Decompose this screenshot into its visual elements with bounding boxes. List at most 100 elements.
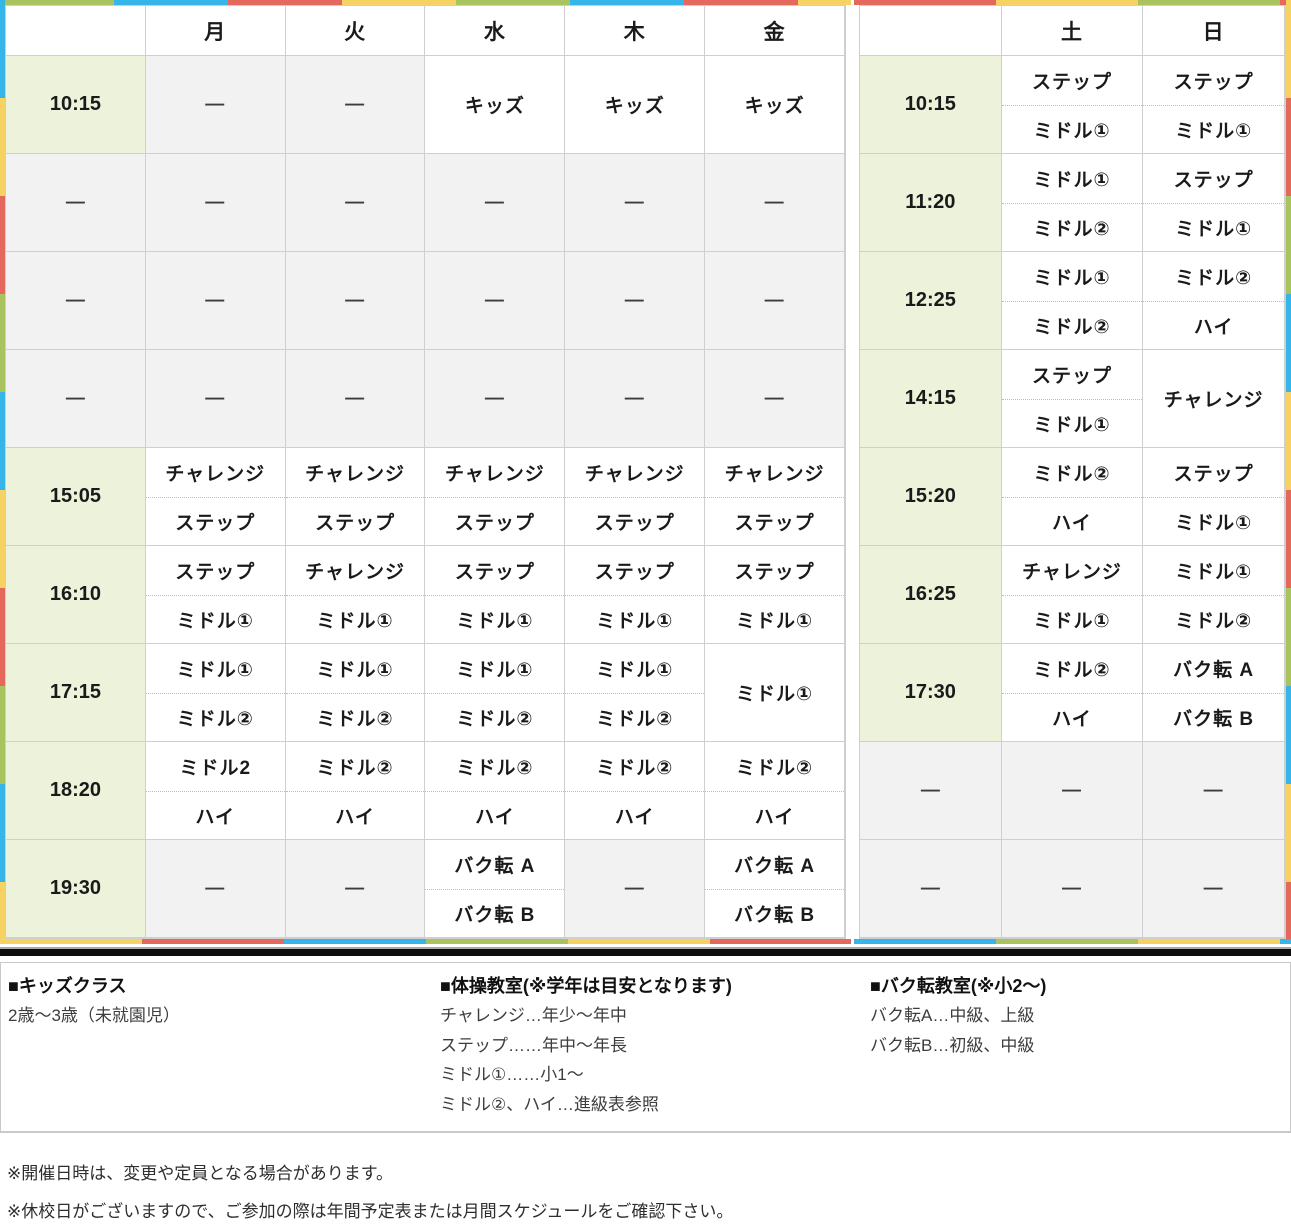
legend-line: ミドル①……小1〜 (440, 1065, 584, 1084)
class-slot: ミドル② (145, 692, 285, 741)
time-cell: — (860, 742, 1002, 840)
class-cell: ミドル② ハイ (1143, 252, 1285, 350)
class-slot: チャレンジ (705, 448, 844, 497)
class-slot: ステップ (145, 496, 285, 545)
class-slot: ミドル② (425, 742, 565, 791)
class-cell: ミドル① ミドル② (1001, 252, 1144, 350)
class-slot: ハイ (145, 790, 285, 839)
class-slot: ミドル② (425, 692, 565, 741)
empty-slot-cell: — (285, 252, 426, 350)
time-cell: 18:20 (6, 742, 146, 840)
class-cell: ミドル② ハイ (565, 742, 706, 840)
class-slot: ミドル① (1143, 546, 1284, 595)
class-slot: ミドル① (1001, 398, 1143, 447)
weekend-schedule-table: 土日 10:15 ステップ ミドル① ステップ ミドル① 11:20 ミドル① ミドル② ステップ… (854, 0, 1291, 944)
class-cell: ミドル① ミドル② (425, 644, 566, 742)
day-header-cell: 日 (1143, 6, 1285, 56)
class-slot: ステップ (565, 496, 705, 545)
day-header-cell: 水 (425, 6, 566, 56)
class-slot: ミドル① (1143, 202, 1284, 251)
class-cell: ミドル② ハイ (425, 742, 566, 840)
weekday-grid: 月火水木金 10:15— — キッズ キッズ キッズ — — — — — — — — — — — — — — — — — —1… (5, 5, 846, 939)
class-slot: ハイ (1001, 496, 1143, 545)
class-slot: ステップ (1143, 56, 1284, 105)
empty-slot-cell: — (1001, 840, 1144, 938)
notes: ※開催日時は、変更や定員となる場合があります。 ※休校日がございますので、ご参加の… (7, 1155, 1291, 1231)
class-slot: ミドル① (1001, 594, 1143, 643)
class-cell: ミドル② ハイ (1001, 644, 1144, 742)
class-slot: ミドル② (1143, 594, 1284, 643)
empty-slot-cell: — (145, 252, 286, 350)
class-slot: ミドル② (1001, 300, 1143, 349)
empty-slot-cell: — (285, 350, 426, 448)
class-cell: バク転 A バク転 B (425, 840, 566, 938)
legend: ■キッズクラス 2歳〜3歳（未就園児） ■体操教室(※学年は目安となります) チ… (0, 962, 1291, 1133)
time-cell: — (860, 840, 1002, 938)
empty-slot-cell: — (565, 840, 706, 938)
legend-line: バク転B…初級、中級 (870, 1035, 1035, 1055)
class-slot: ミドル② (285, 742, 425, 791)
day-header-cell: 金 (705, 6, 845, 56)
time-cell: — (6, 252, 146, 350)
class-cell: ミドル① ミドル② (1143, 546, 1285, 644)
time-cell: — (6, 154, 146, 252)
class-cell: ステップ ミドル① (1143, 448, 1285, 546)
class-slot: ステップ (145, 546, 285, 595)
class-cell: チャレンジ (1143, 350, 1285, 448)
legend-gym-class: ■体操教室(※学年は目安となります) チャレンジ…年少〜年中 ステップ……年中〜年… (433, 971, 863, 1119)
class-slot: ステップ (705, 546, 844, 595)
class-slot: ステップ (705, 496, 844, 545)
decorative-border-bottom (0, 939, 851, 944)
class-cell: ミドル② ハイ (285, 742, 426, 840)
class-slot: チャレンジ (425, 448, 565, 497)
class-cell: ステップ ミドル① (705, 546, 845, 644)
class-slot: ステップ (1143, 448, 1284, 497)
empty-slot-cell: — (285, 56, 426, 154)
empty-slot-cell: — (1143, 742, 1285, 840)
legend-bakuten-class: ■バク転教室(※小2〜) バク転A…中級、上級 バク転B…初級、中級 (863, 971, 1290, 1119)
legend-lines: チャレンジ…年少〜年中 ステップ……年中〜年長 ミドル①……小1〜 ミドル②、ハイ…進… (440, 1001, 863, 1119)
corner-cell (860, 6, 1002, 56)
day-header-cell: 火 (285, 6, 426, 56)
time-cell: 16:25 (860, 546, 1002, 644)
time-cell: 10:15 (860, 56, 1002, 154)
class-slot: ミドル2 (145, 742, 285, 791)
legend-line: ステップ……年中〜年長 (440, 1035, 627, 1055)
class-slot: バク転 A (1143, 644, 1284, 693)
class-slot: ハイ (285, 790, 425, 839)
class-cell: ミドル2 ハイ (145, 742, 286, 840)
class-slot: ハイ (1143, 300, 1284, 349)
class-slot: ミドル① (705, 594, 844, 643)
legend-title: ■バク転教室(※小2〜) (870, 976, 1047, 996)
decorative-border-right (1286, 0, 1291, 944)
class-cell: キッズ (565, 56, 706, 154)
time-cell: 15:20 (860, 448, 1002, 546)
class-slot: ミドル② (1001, 448, 1143, 497)
class-cell: バク転 A バク転 B (1143, 644, 1285, 742)
class-slot: ミドル① (425, 644, 565, 693)
class-slot: ミドル② (565, 692, 705, 741)
time-cell: 14:15 (860, 350, 1002, 448)
time-cell: 19:30 (6, 840, 146, 938)
class-slot: ミドル① (565, 644, 705, 693)
class-cell: キッズ (705, 56, 845, 154)
class-slot: ミドル① (425, 594, 565, 643)
class-cell: ステップ ミドル① (1001, 350, 1144, 448)
separator-bar (0, 947, 1291, 956)
legend-line: チャレンジ…年少〜年中 (440, 1006, 627, 1025)
class-slot: チャレンジ (1001, 546, 1143, 595)
class-slot: ミドル① (145, 594, 285, 643)
class-slot: ミドル① (1001, 154, 1143, 203)
class-slot: バク転 B (425, 888, 565, 937)
legend-title: ■体操教室(※学年は目安となります) (440, 976, 732, 996)
class-cell: チャレンジ ステップ (145, 448, 286, 546)
empty-slot-cell: — (705, 252, 845, 350)
legend-line: バク転A…中級、上級 (870, 1006, 1035, 1025)
time-cell: 17:30 (860, 644, 1002, 742)
class-slot: ステップ (425, 496, 565, 545)
empty-slot-cell: — (565, 252, 706, 350)
class-cell: チャレンジ ステップ (285, 448, 426, 546)
empty-slot-cell: — (1143, 840, 1285, 938)
class-cell: ミドル① ミドル② (145, 644, 286, 742)
time-cell: 11:20 (860, 154, 1002, 252)
